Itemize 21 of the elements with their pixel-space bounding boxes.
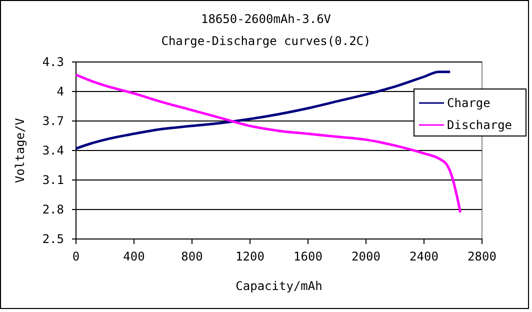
- x-tick-label: 0: [72, 250, 80, 264]
- legend-label: Charge: [447, 96, 490, 110]
- x-tick-label: 2400: [410, 250, 438, 264]
- legend-label: Discharge: [447, 118, 512, 132]
- y-tick-label: 2.5: [42, 232, 64, 246]
- x-tick-label: 2800: [468, 250, 496, 264]
- y-tick-label: 4: [56, 84, 64, 98]
- x-tick-label: 1200: [236, 250, 264, 264]
- chart-title: 18650-2600mAh-3.6V: [200, 12, 332, 26]
- chart-subtitle: Charge-Discharge curves(0.2C): [161, 34, 371, 48]
- x-tick-label: 2000: [352, 250, 380, 264]
- y-tick-label: 4.3: [42, 54, 64, 69]
- y-tick-label: 2.8: [42, 202, 64, 216]
- x-tick-label: 800: [181, 250, 203, 264]
- x-tick-label: 400: [123, 250, 145, 264]
- y-tick-label: 3.4: [42, 143, 64, 158]
- y-axis-title: Voltage/V: [13, 118, 27, 184]
- y-tick-label: 3.7: [42, 114, 64, 128]
- y-tick-label: 3.1: [42, 172, 64, 187]
- x-tick-label: 1600: [294, 250, 322, 264]
- x-axis-title: Capacity/mAh: [236, 279, 322, 293]
